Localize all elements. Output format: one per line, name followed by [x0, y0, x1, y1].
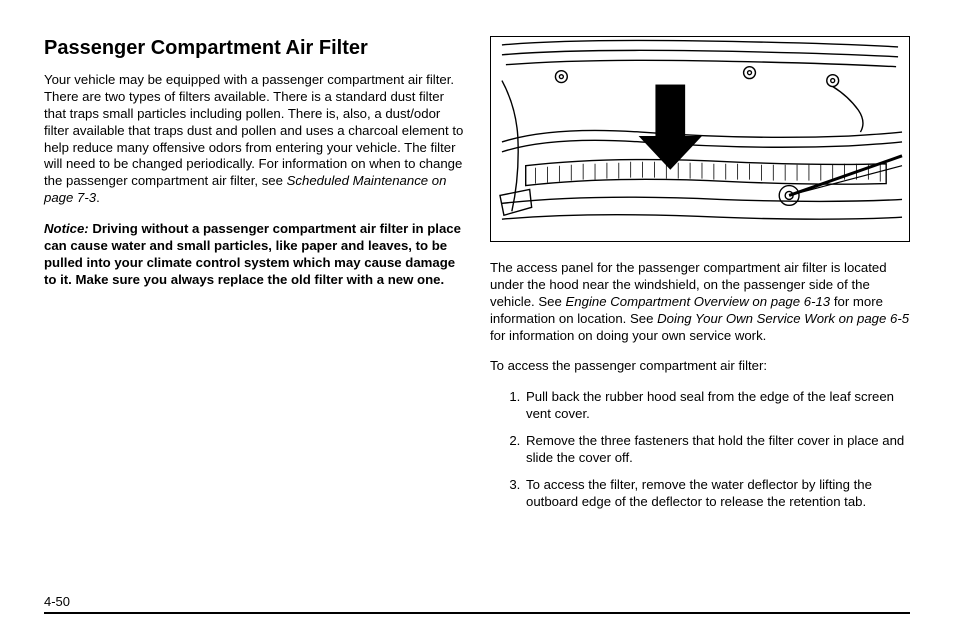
steps-lead: To access the passenger compartment air …	[490, 358, 910, 375]
notice-paragraph: Notice: Driving without a passenger comp…	[44, 221, 464, 289]
engine-compartment-figure	[490, 36, 910, 242]
step-1: Pull back the rubber hood seal from the …	[524, 389, 910, 423]
access-paragraph: The access panel for the passenger compa…	[490, 260, 910, 344]
notice-label: Notice:	[44, 221, 89, 236]
intro-paragraph: Your vehicle may be equipped with a pass…	[44, 72, 464, 207]
access-text-c: for information on doing your own servic…	[490, 328, 766, 343]
section-title: Passenger Compartment Air Filter	[44, 36, 464, 60]
page-number: 4-50	[44, 594, 76, 609]
intro-text-b: .	[96, 190, 100, 205]
steps-list: Pull back the rubber hood seal from the …	[490, 389, 910, 510]
notice-body: Driving without a passenger compartment …	[44, 221, 461, 287]
step-3: To access the filter, remove the water d…	[524, 477, 910, 511]
page-footer: 4-50	[44, 612, 910, 616]
xref-engine-compartment: Engine Compartment Overview on page 6-13	[566, 294, 831, 309]
xref-service-work: Doing Your Own Service Work on page 6-5	[657, 311, 909, 326]
intro-text-a: Your vehicle may be equipped with a pass…	[44, 72, 463, 188]
step-2: Remove the three fasteners that hold the…	[524, 433, 910, 467]
